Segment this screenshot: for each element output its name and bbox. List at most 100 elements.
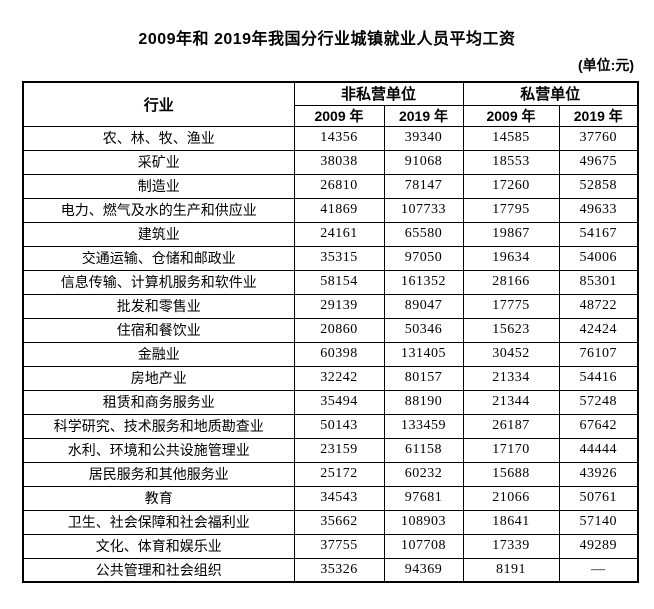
header-group-row: 行业 非私营单位 私营单位 [22, 81, 639, 127]
industry-cell: 住宿和餐饮业 [22, 317, 295, 343]
private-group-header: 私营单位 [462, 81, 639, 106]
value-cell: 94369 [383, 557, 464, 583]
table-row: 教育 34543 97681 21066 50761 [22, 485, 639, 511]
value-cell: 37755 [293, 533, 385, 559]
industry-cell: 教育 [22, 485, 295, 511]
value-cell: 15688 [462, 461, 560, 487]
value-cell: 50143 [293, 413, 385, 439]
industry-cell: 农、林、牧、渔业 [22, 125, 295, 151]
value-cell: 52858 [558, 173, 639, 199]
industry-cell: 房地产业 [22, 365, 295, 391]
value-cell: 38038 [293, 149, 385, 175]
table-row: 建筑业 24161 65580 19867 54167 [22, 221, 639, 247]
industry-cell: 租赁和商务服务业 [22, 389, 295, 415]
value-cell: 17795 [462, 197, 560, 223]
value-cell: 78147 [383, 173, 464, 199]
year-column-header: 2019 年 [558, 104, 639, 127]
value-cell: 107733 [383, 197, 464, 223]
industry-cell: 信息传输、计算机服务和软件业 [22, 269, 295, 295]
value-cell: 133459 [383, 413, 464, 439]
year-column-header: 2009 年 [293, 104, 385, 127]
value-cell: 39340 [383, 125, 464, 151]
value-cell: 89047 [383, 293, 464, 319]
table-row: 科学研究、技术服务和地质勘查业 50143 133459 26187 67642 [22, 413, 639, 439]
year-column-header: 2009 年 [462, 104, 560, 127]
industry-cell: 水利、环境和公共设施管理业 [22, 437, 295, 463]
value-cell: 60232 [383, 461, 464, 487]
industry-cell: 卫生、社会保障和社会福利业 [22, 509, 295, 535]
wage-table: 行业 非私营单位 私营单位 2009 年 2019 年 2009 年 2019 … [22, 81, 640, 583]
table-row: 农、林、牧、渔业 14356 39340 14585 37760 [22, 125, 639, 151]
value-cell: 26187 [462, 413, 560, 439]
table-row: 电力、燃气及水的生产和供应业 41869 107733 17795 49633 [22, 197, 639, 223]
value-cell: — [558, 557, 639, 583]
value-cell: 18641 [462, 509, 560, 535]
table-header: 行业 非私营单位 私营单位 2009 年 2019 年 2009 年 2019 … [22, 81, 639, 127]
value-cell: 48722 [558, 293, 639, 319]
value-cell: 49675 [558, 149, 639, 175]
industry-cell: 公共管理和社会组织 [22, 557, 295, 583]
value-cell: 35662 [293, 509, 385, 535]
unit-note: (单位:元) [578, 57, 634, 73]
value-cell: 32242 [293, 365, 385, 391]
value-cell: 76107 [558, 341, 639, 367]
value-cell: 80157 [383, 365, 464, 391]
value-cell: 108903 [383, 509, 464, 535]
value-cell: 97681 [383, 485, 464, 511]
table-row: 住宿和餐饮业 20860 50346 15623 42424 [22, 317, 639, 343]
value-cell: 18553 [462, 149, 560, 175]
value-cell: 29139 [293, 293, 385, 319]
value-cell: 65580 [383, 221, 464, 247]
value-cell: 28166 [462, 269, 560, 295]
value-cell: 67642 [558, 413, 639, 439]
value-cell: 35326 [293, 557, 385, 583]
table-body: 农、林、牧、渔业 14356 39340 14585 37760 采矿业 38038 9106… [22, 125, 639, 583]
value-cell: 42424 [558, 317, 639, 343]
value-cell: 161352 [383, 269, 464, 295]
value-cell: 85301 [558, 269, 639, 295]
value-cell: 35494 [293, 389, 385, 415]
value-cell: 50761 [558, 485, 639, 511]
page-title: 2009年和 2019年我国分行业城镇就业人员平均工资 [138, 31, 516, 48]
industry-column-header: 行业 [22, 81, 295, 127]
value-cell: 14585 [462, 125, 560, 151]
industry-cell: 金融业 [22, 341, 295, 367]
table-row: 信息传输、计算机服务和软件业 58154 161352 28166 85301 [22, 269, 639, 295]
table-row: 采矿业 38038 91068 18553 49675 [22, 149, 639, 175]
value-cell: 17775 [462, 293, 560, 319]
non-private-group-header: 非私营单位 [293, 81, 464, 106]
value-cell: 20860 [293, 317, 385, 343]
value-cell: 54006 [558, 245, 639, 271]
table-row: 制造业 26810 78147 17260 52858 [22, 173, 639, 199]
value-cell: 61158 [383, 437, 464, 463]
industry-cell: 交通运输、仓储和邮政业 [22, 245, 295, 271]
value-cell: 21334 [462, 365, 560, 391]
value-cell: 8191 [462, 557, 560, 583]
value-cell: 43926 [558, 461, 639, 487]
industry-cell: 文化、体育和娱乐业 [22, 533, 295, 559]
value-cell: 131405 [383, 341, 464, 367]
value-cell: 25172 [293, 461, 385, 487]
table-row: 房地产业 32242 80157 21334 54416 [22, 365, 639, 391]
value-cell: 21066 [462, 485, 560, 511]
table-row: 水利、环境和公共设施管理业 23159 61158 17170 44444 [22, 437, 639, 463]
value-cell: 17260 [462, 173, 560, 199]
industry-cell: 采矿业 [22, 149, 295, 175]
table-row: 卫生、社会保障和社会福利业 35662 108903 18641 57140 [22, 509, 639, 535]
value-cell: 19634 [462, 245, 560, 271]
industry-cell: 科学研究、技术服务和地质勘查业 [22, 413, 295, 439]
value-cell: 26810 [293, 173, 385, 199]
value-cell: 54416 [558, 365, 639, 391]
value-cell: 15623 [462, 317, 560, 343]
value-cell: 44444 [558, 437, 639, 463]
industry-cell: 电力、燃气及水的生产和供应业 [22, 197, 295, 223]
year-column-header: 2019 年 [383, 104, 464, 127]
value-cell: 107708 [383, 533, 464, 559]
table-row: 交通运输、仓储和邮政业 35315 97050 19634 54006 [22, 245, 639, 271]
value-cell: 37760 [558, 125, 639, 151]
table-row: 批发和零售业 29139 89047 17775 48722 [22, 293, 639, 319]
industry-cell: 制造业 [22, 173, 295, 199]
industry-cell: 居民服务和其他服务业 [22, 461, 295, 487]
value-cell: 57140 [558, 509, 639, 535]
table-row: 文化、体育和娱乐业 37755 107708 17339 49289 [22, 533, 639, 559]
